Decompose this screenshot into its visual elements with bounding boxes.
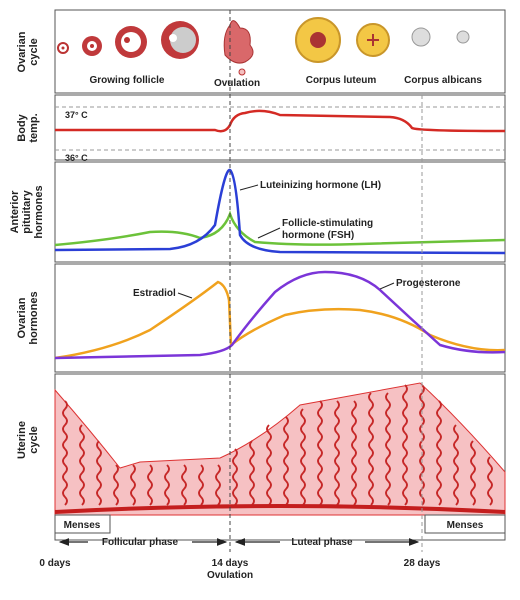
estradiol-label: Estradiol (133, 288, 176, 299)
panel-label: Ovarian (16, 31, 28, 72)
gland (351, 400, 357, 506)
leader (379, 282, 395, 290)
progesterone-curve (54, 270, 506, 360)
gland (334, 400, 340, 506)
gland (198, 464, 204, 506)
panel-label: pituitary (21, 189, 33, 233)
gland (436, 400, 442, 506)
estradiol-curve (54, 280, 506, 360)
day-label: 0 days (39, 558, 71, 569)
leader (257, 227, 281, 239)
panel-label: cycle (28, 426, 40, 454)
menses-box (424, 514, 506, 534)
gland (96, 440, 102, 506)
panel-labels: Ovariancycle Bodytemp. Anteriorpituitary… (9, 31, 45, 459)
gland (368, 392, 374, 506)
panel-label: hormones (28, 291, 40, 344)
gland (470, 440, 476, 506)
gland (419, 384, 425, 506)
day-label: 28 days (404, 558, 441, 569)
gland (130, 464, 136, 506)
uterine-glands (62, 384, 493, 506)
gland (79, 424, 85, 506)
lh-curve (54, 168, 506, 255)
panel-label: temp. (28, 113, 40, 142)
svg-text:Anteriorpituitaryhormones: Anteriorpituitaryhormones (9, 185, 45, 238)
ovarian-illustrations (57, 17, 470, 76)
stage-label: Corpus albicans (404, 75, 482, 86)
phase-label: Luteal phase (291, 537, 353, 548)
phase-label: Follicular phase (102, 537, 179, 548)
gland (266, 424, 272, 506)
progesterone-label: Progesterone (396, 278, 461, 289)
panel-label: Uterine (16, 421, 28, 459)
gland (487, 456, 493, 506)
day-label: Ovulation (207, 570, 253, 581)
gland (402, 384, 408, 506)
panel-label: hormones (33, 185, 45, 238)
menses-box (54, 514, 111, 534)
gland (113, 464, 119, 506)
panel-label: Anterior (9, 190, 21, 234)
gland (181, 464, 187, 506)
stage-label: Corpus luteum (306, 75, 377, 86)
gland (385, 392, 391, 506)
leader (177, 292, 193, 299)
stage-label: Growing follicle (89, 75, 164, 86)
menses-label: Menses (447, 520, 484, 531)
gland (147, 464, 153, 506)
gland (453, 424, 459, 506)
gland (317, 400, 323, 506)
stage-label: Ovulation (214, 78, 260, 89)
leader (239, 184, 259, 191)
gland (283, 416, 289, 506)
day-label: 14 days (212, 558, 249, 569)
lh-label: Luteinizing hormone (LH) (260, 180, 381, 191)
fsh-label: Follicle-stimulating (282, 218, 373, 229)
gland (300, 408, 306, 506)
svg-text:Ovariancycle: Ovariancycle (16, 31, 40, 72)
svg-text:Bodytemp.: Bodytemp. (16, 113, 40, 142)
gland (232, 448, 238, 506)
panel-label: Body (16, 113, 28, 141)
gland (62, 400, 68, 506)
temp-label: 36° C (65, 153, 88, 163)
panel-label: cycle (28, 38, 40, 66)
menses-label: Menses (64, 520, 101, 531)
gland (249, 440, 255, 506)
temp-label: 37° C (65, 110, 88, 120)
gland (215, 464, 221, 506)
panel-label: Ovarian (16, 297, 28, 338)
gland (164, 464, 170, 506)
temperature-curve (55, 109, 506, 133)
fsh-label: hormone (FSH) (282, 230, 354, 241)
fsh-curve (54, 210, 506, 247)
svg-text:Uterinecycle: Uterinecycle (16, 421, 40, 459)
myometrium-line (54, 504, 506, 514)
svg-text:Ovarianhormones: Ovarianhormones (16, 291, 40, 344)
